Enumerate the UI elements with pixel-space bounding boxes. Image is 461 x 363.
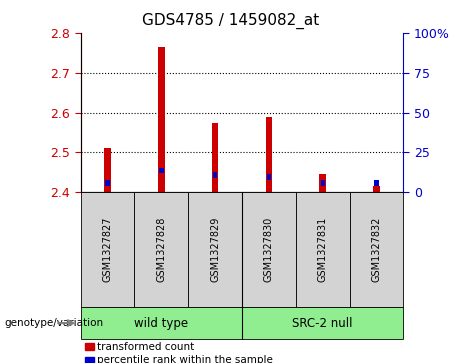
- Text: wild type: wild type: [134, 317, 189, 330]
- Bar: [320, 180, 325, 186]
- Text: genotype/variation: genotype/variation: [5, 318, 104, 328]
- Bar: [104, 148, 111, 192]
- Text: GSM1327831: GSM1327831: [318, 217, 328, 282]
- Bar: [373, 186, 380, 192]
- Bar: [106, 180, 110, 186]
- Bar: [319, 175, 326, 192]
- Text: GSM1327827: GSM1327827: [102, 217, 112, 282]
- Text: GSM1327829: GSM1327829: [210, 217, 220, 282]
- Bar: [212, 122, 219, 192]
- Text: percentile rank within the sample: percentile rank within the sample: [97, 355, 273, 363]
- Bar: [266, 117, 272, 192]
- Text: GDS4785 / 1459082_at: GDS4785 / 1459082_at: [142, 13, 319, 29]
- Text: SRC-2 null: SRC-2 null: [292, 317, 353, 330]
- Text: transformed count: transformed count: [97, 342, 195, 352]
- Bar: [267, 174, 271, 180]
- Bar: [158, 46, 165, 192]
- Text: GSM1327828: GSM1327828: [156, 217, 166, 282]
- Text: GSM1327830: GSM1327830: [264, 217, 274, 282]
- Bar: [159, 168, 164, 173]
- Bar: [374, 180, 378, 186]
- Bar: [213, 172, 217, 178]
- Text: GSM1327832: GSM1327832: [372, 217, 382, 282]
